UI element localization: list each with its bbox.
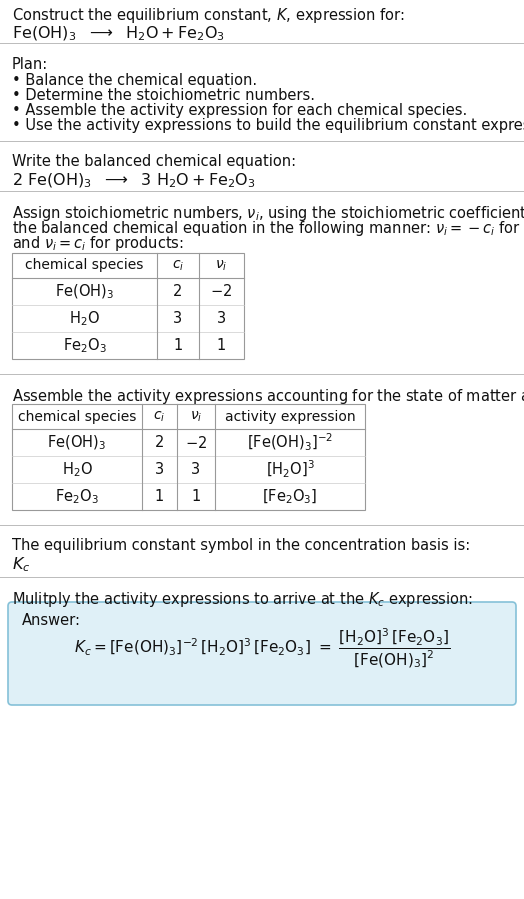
Text: Assemble the activity expressions accounting for the state of matter and $\nu_i$: Assemble the activity expressions accoun… [12, 387, 524, 406]
Bar [12, 253, 244, 359]
Text: $\mathrm{H_2O}$: $\mathrm{H_2O}$ [61, 460, 92, 479]
Text: chemical species: chemical species [18, 410, 136, 423]
Text: $-2$: $-2$ [185, 434, 207, 450]
Text: • Assemble the activity expression for each chemical species.: • Assemble the activity expression for e… [12, 103, 467, 118]
Text: Answer:: Answer: [22, 613, 81, 628]
Text: 3: 3 [217, 311, 226, 326]
Text: 1: 1 [191, 489, 201, 504]
Text: $[\mathrm{Fe(OH)_3}]^{-2}$: $[\mathrm{Fe(OH)_3}]^{-2}$ [247, 432, 333, 453]
Text: Mulitply the activity expressions to arrive at the $K_c$ expression:: Mulitply the activity expressions to arr… [12, 590, 473, 609]
Text: $K_c = [\mathrm{Fe(OH)_3}]^{-2}\,[\mathrm{H_2O}]^3\,[\mathrm{Fe_2O_3}]\ =\ \dfra: $K_c = [\mathrm{Fe(OH)_3}]^{-2}\,[\mathr… [74, 627, 450, 670]
Text: • Balance the chemical equation.: • Balance the chemical equation. [12, 73, 257, 88]
Text: activity expression: activity expression [225, 410, 355, 423]
Text: $c_i$: $c_i$ [172, 258, 184, 272]
Text: 3: 3 [155, 462, 164, 477]
Text: 2: 2 [173, 284, 183, 299]
Text: $\mathrm{Fe_2O_3}$: $\mathrm{Fe_2O_3}$ [62, 336, 106, 355]
Text: $\mathrm{Fe(OH)_3}$: $\mathrm{Fe(OH)_3}$ [55, 282, 114, 300]
Text: $\mathrm{Fe(OH)_3}$: $\mathrm{Fe(OH)_3}$ [48, 433, 106, 451]
Text: the balanced chemical equation in the following manner: $\nu_i = -c_i$ for react: the balanced chemical equation in the fo… [12, 219, 524, 238]
FancyBboxPatch shape [8, 602, 516, 705]
Text: Write the balanced chemical equation:: Write the balanced chemical equation: [12, 154, 296, 169]
Text: 2: 2 [155, 435, 164, 450]
Text: $2\ \mathrm{Fe(OH)_3}$  $\longrightarrow$  $3\ \mathrm{H_2O + Fe_2O_3}$: $2\ \mathrm{Fe(OH)_3}$ $\longrightarrow$… [12, 172, 256, 191]
Text: $\nu_i$: $\nu_i$ [215, 258, 228, 272]
Bar [12, 404, 365, 510]
Text: 1: 1 [155, 489, 164, 504]
Text: $\mathrm{H_2O}$: $\mathrm{H_2O}$ [69, 309, 100, 328]
Text: $[\mathrm{Fe_2O_3}]$: $[\mathrm{Fe_2O_3}]$ [263, 487, 318, 506]
Text: 1: 1 [173, 338, 183, 353]
Text: • Use the activity expressions to build the equilibrium constant expression.: • Use the activity expressions to build … [12, 118, 524, 133]
Text: 3: 3 [173, 311, 182, 326]
Text: $\mathrm{Fe(OH)_3}$  $\longrightarrow$  $\mathrm{H_2O + Fe_2O_3}$: $\mathrm{Fe(OH)_3}$ $\longrightarrow$ $\… [12, 25, 225, 43]
Text: 1: 1 [217, 338, 226, 353]
Text: $K_c$: $K_c$ [12, 555, 30, 574]
Text: The equilibrium constant symbol in the concentration basis is:: The equilibrium constant symbol in the c… [12, 538, 470, 553]
Text: $\nu_i$: $\nu_i$ [190, 409, 202, 423]
Text: $-2$: $-2$ [211, 283, 233, 299]
Text: $c_i$: $c_i$ [154, 409, 166, 423]
Text: Plan:: Plan: [12, 57, 48, 72]
Text: 3: 3 [191, 462, 201, 477]
Text: Assign stoichiometric numbers, $\nu_i$, using the stoichiometric coefficients, $: Assign stoichiometric numbers, $\nu_i$, … [12, 204, 524, 223]
Text: $\mathrm{Fe_2O_3}$: $\mathrm{Fe_2O_3}$ [55, 487, 99, 506]
Text: Construct the equilibrium constant, $K$, expression for:: Construct the equilibrium constant, $K$,… [12, 6, 405, 25]
Text: chemical species: chemical species [25, 259, 144, 272]
Text: $[\mathrm{H_2O}]^3$: $[\mathrm{H_2O}]^3$ [266, 459, 314, 480]
Text: • Determine the stoichiometric numbers.: • Determine the stoichiometric numbers. [12, 88, 315, 103]
Text: and $\nu_i = c_i$ for products:: and $\nu_i = c_i$ for products: [12, 234, 184, 253]
